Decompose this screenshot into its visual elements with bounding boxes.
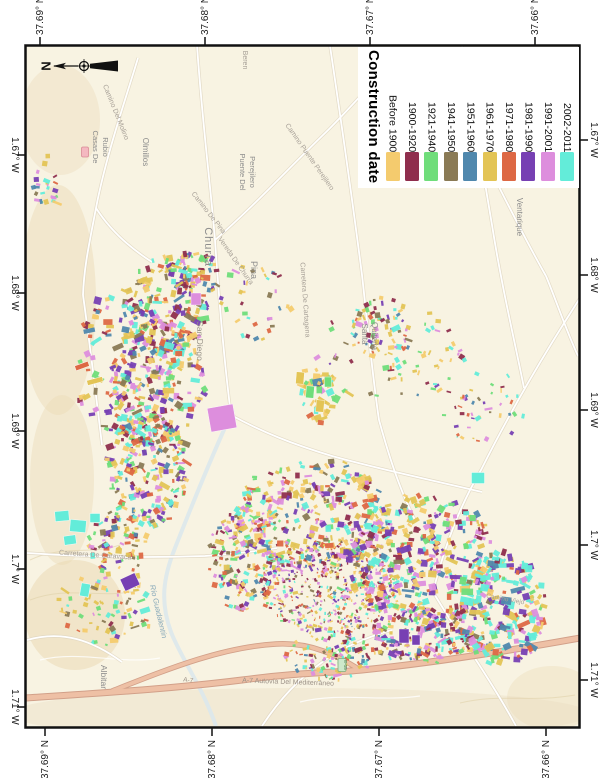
legend-entry-label: 1900-1920 [406,101,419,152]
map-place-label: Casas De [91,131,100,164]
legend-box: Construction date Before 1900 1900-1920 19… [358,47,579,188]
legend-entry-label: 1921-1940 [425,101,438,152]
legend-swatch [482,152,497,181]
map-place-label: Albitar [99,665,109,689]
axis-label: 37.66° N [541,740,552,778]
axis-label: 37.67° N [374,740,385,778]
axis-label: 1.71° W [9,689,20,725]
legend-swatch [463,152,478,181]
axis-label: 1.68° W [9,275,20,311]
legend-swatch [385,152,400,181]
axis-label: 37.67° N [365,0,376,35]
north-arrow-icon [53,59,118,73]
axis-label: 37.69° N [35,0,46,35]
legend-entry: 1921-1940 [422,49,441,188]
graticule-labels: 37.69° N 37.68° N 37.67° N 37.66° N 37.69° N… [9,0,599,778]
axis-label: 1.7° W [9,554,20,585]
map-place-label: Churra [202,227,214,267]
map-place-label: A-7 Autovía Del Mediterráneo [242,677,334,687]
legend-entry: Before 1900 [383,49,402,188]
legend-entry-label: 1961-1970 [483,101,496,152]
legend-swatch [443,152,458,181]
axis-label: 1.71° W [588,662,599,698]
river-guadalentin [162,409,235,727]
legend-entry: 1981-1990 [519,49,538,188]
legend-swatch [560,152,575,181]
axis-label: 37.68° N [207,740,218,778]
map-place-label: Olmillos [141,138,150,166]
axis-label: 37.69° N [40,740,51,778]
terrain-layer [26,65,579,727]
map-place-label: Rubio [101,137,110,157]
legend-entry-label: 2002-2011 [561,102,574,152]
legend-entry: 1941-1950 [441,49,460,188]
map-place-label: Ventarique [515,198,524,237]
map-frame [24,44,581,729]
legend-entry: 1951-1960 [461,49,480,188]
legend-entry: 1900-1920 [402,49,421,188]
legend-entry-label: Before 1900 [386,94,399,152]
axis-label: 37.68° N [200,0,211,35]
road-shield-label: E-15 [343,660,348,670]
legend-title: Construction date [365,50,382,184]
axis-label: 1.69° W [588,392,599,428]
legend-swatch [521,152,536,181]
map-place-label: Pina [249,261,259,279]
legend-entry-label: 1951-1960 [464,101,477,152]
map-place-label: San Diego [195,321,205,361]
legend-entry: 1991-2001 [538,49,557,188]
axis-label: 1.69° W [9,413,20,449]
legend-swatch [405,152,420,181]
road-shield-icon [337,658,347,672]
buildings-layer [30,153,548,682]
map-place-label: Beren [241,51,248,70]
road-shield-icon [81,146,89,158]
axis-label: 1.7° W [588,530,599,561]
axis-label: 1.67° W [9,137,20,173]
legend-entry-label: 1971-1980 [503,101,516,152]
legend-entry: 2002-2011 [558,49,577,188]
axis-label: 37.66° N [530,0,541,35]
axis-label: 1.68° W [588,257,599,293]
legend-entry-label: 1941-1950 [444,101,457,152]
axis-label: 1.67° W [588,122,599,158]
landmark-buildings-layer [54,292,485,646]
legend-entry: 1961-1970 [480,49,499,188]
north-arrow: N [39,59,118,73]
legend-entry: 1971-1980 [499,49,518,188]
map-place-label: A-7 [183,676,194,684]
map-place-label: Quiteria [370,322,379,351]
map-place-label: Santa [360,324,369,345]
legend-swatch [502,152,517,181]
graticule-ticks [17,37,588,736]
legend-entries: Before 1900 1900-1920 1921-1940 1941-1950 19… [383,47,579,188]
legend-entry-label: 1991-2001 [541,101,554,152]
legend-swatch [424,152,439,181]
north-arrow-label: N [39,61,54,70]
legend-entry-label: 1981-1990 [522,101,535,152]
map-place-label: Puente Del [238,153,247,190]
map-place-label: Perejilero [248,156,257,188]
legend-swatch [540,152,555,181]
